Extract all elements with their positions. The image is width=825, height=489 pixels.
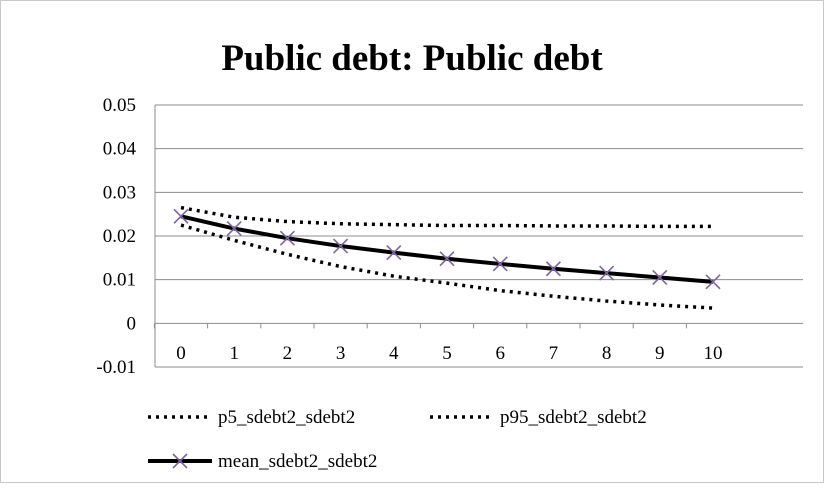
data-point bbox=[545, 261, 561, 277]
series-lines bbox=[173, 205, 721, 310]
x-tick-label: 4 bbox=[389, 343, 399, 364]
x-tick-label: 0 bbox=[176, 343, 186, 364]
data-point bbox=[173, 208, 189, 224]
y-tick-label: 0.03 bbox=[103, 182, 136, 203]
legend-item: p95_sdebt2_sdebt2 bbox=[430, 407, 647, 428]
legend-item: mean_sdebt2_sdebt2 bbox=[148, 451, 377, 472]
x-tick-label: 9 bbox=[655, 343, 665, 364]
x-tick-label: 7 bbox=[549, 343, 559, 364]
x-tick-label: 6 bbox=[495, 343, 505, 364]
data-point bbox=[333, 238, 349, 254]
y-tick-label: 0.01 bbox=[103, 270, 136, 291]
x-tick-label: 3 bbox=[336, 343, 346, 364]
data-point bbox=[279, 230, 295, 246]
x-axis-ticks: 0 1 2 3 4 5 6 7 8 9 10 bbox=[153, 323, 723, 364]
x-tick-label: 2 bbox=[283, 343, 293, 364]
y-tick-label: 0.05 bbox=[103, 95, 136, 116]
y-axis-ticks: 0.05 0.04 0.03 0.02 0.01 0 -0.01 bbox=[96, 95, 136, 378]
y-tick-label: -0.01 bbox=[96, 357, 136, 378]
legend-label: mean_sdebt2_sdebt2 bbox=[218, 451, 377, 472]
x-tick-label: 8 bbox=[602, 343, 612, 364]
x-tick-label: 5 bbox=[442, 343, 452, 364]
data-point bbox=[652, 269, 668, 286]
legend-label: p5_sdebt2_sdebt2 bbox=[218, 407, 355, 428]
data-point bbox=[386, 245, 402, 261]
data-point bbox=[599, 265, 615, 281]
chart-title: Public debt: Public debt bbox=[221, 38, 603, 79]
x-tick-label: 1 bbox=[229, 343, 239, 364]
x-tick-label: 10 bbox=[704, 343, 723, 364]
y-tick-label: 0.02 bbox=[103, 226, 136, 247]
series-line-p5_sdebt2_sdebt2 bbox=[180, 223, 714, 310]
data-point bbox=[439, 251, 455, 267]
data-point bbox=[492, 256, 508, 272]
y-tick-label: 0 bbox=[127, 313, 137, 334]
data-point bbox=[226, 221, 242, 237]
legend: p5_sdebt2_sdebt2 p95_sdebt2_sdebt2 mean_sd… bbox=[148, 407, 647, 472]
grid-lines bbox=[154, 104, 803, 368]
data-point bbox=[705, 274, 721, 290]
legend-item: p5_sdebt2_sdebt2 bbox=[148, 407, 355, 428]
y-tick-label: 0.04 bbox=[103, 139, 137, 160]
legend-label: p95_sdebt2_sdebt2 bbox=[500, 407, 647, 428]
series-line-p95_sdebt2_sdebt2 bbox=[180, 205, 713, 229]
